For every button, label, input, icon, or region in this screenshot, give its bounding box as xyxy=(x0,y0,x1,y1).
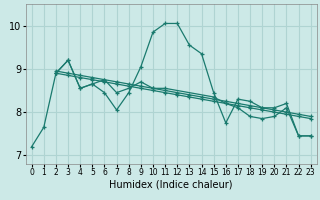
X-axis label: Humidex (Indice chaleur): Humidex (Indice chaleur) xyxy=(109,180,233,190)
